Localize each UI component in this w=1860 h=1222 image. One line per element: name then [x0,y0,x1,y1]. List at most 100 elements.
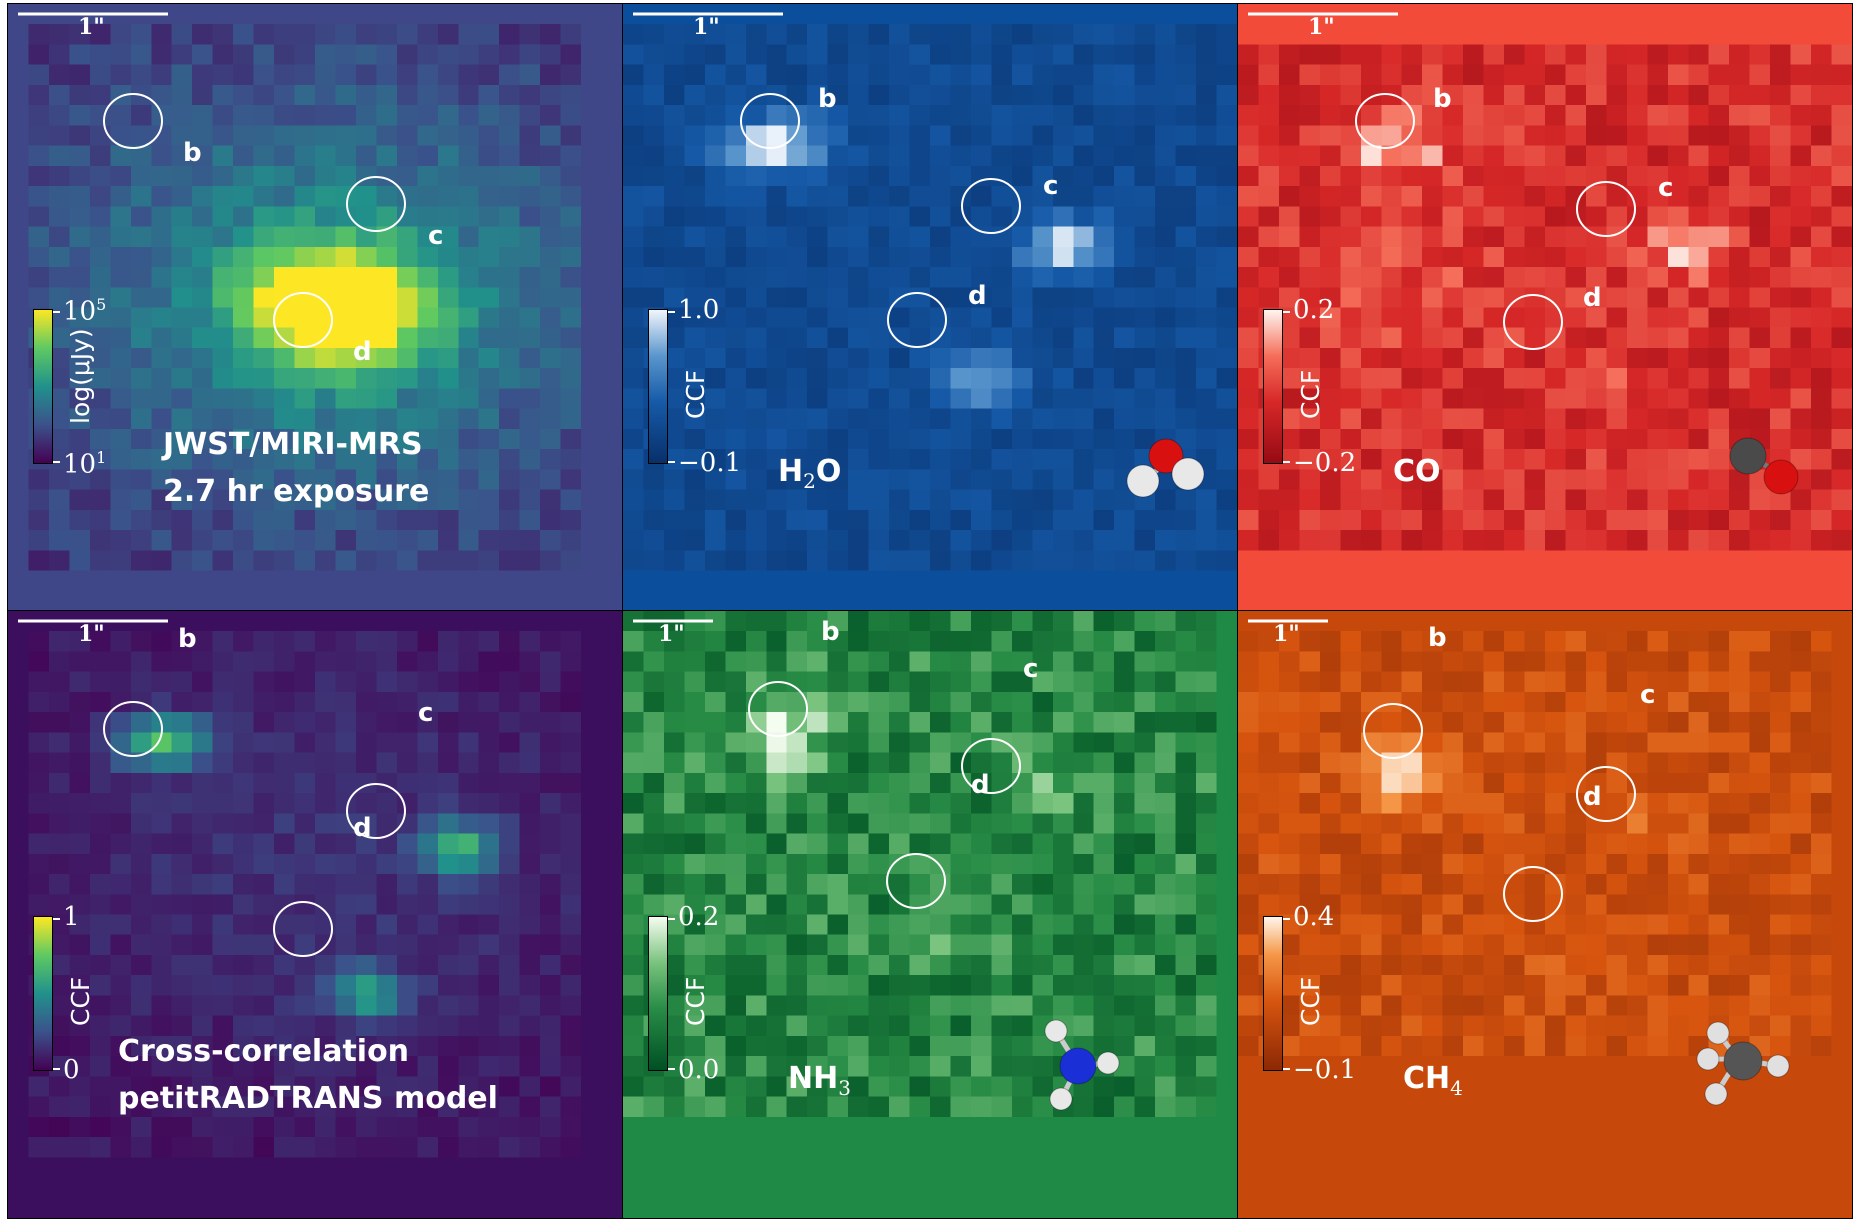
planet-label-d: d [1583,782,1602,812]
planet-label-c: c [1640,680,1655,710]
planet-label-d: d [971,770,990,800]
planet-label-d: d [353,813,372,843]
colorbar-label: CCF [681,369,710,419]
panel-miri-image: b c d 1" JWST/MIRI-MRS 2.7 hr exposure 105… [7,3,623,612]
aperture-circle-c [1576,181,1636,237]
scale-bar-label: 1" [1308,14,1335,40]
panel-title-line-2: 2.7 hr exposure [163,473,430,509]
colorbar-label: CCF [1296,369,1325,419]
aperture-circle-d [1503,294,1563,350]
panel-nh3-ccf: b c d 1" NH3 0.2 0.0 CCF [622,610,1238,1219]
colorbar-max-label: 1.0 [678,295,720,325]
colorbar-tick [53,1068,60,1070]
planet-label-b: b [1433,84,1452,114]
colorbar [648,916,668,1071]
colorbar [648,309,668,464]
scale-bar-label: 1" [78,621,105,647]
ch4-overlay: b c d [1248,619,1790,1106]
colorbar-tick [1283,918,1290,920]
planet-label-b: b [818,84,837,114]
scale-bar-label: 1" [693,14,720,40]
carbon-monoxide-molecule-icon [1729,437,1799,495]
ammonia-molecule-icon [1044,1019,1120,1111]
aperture-circle-b [1355,93,1415,149]
planet-label-c: c [1023,654,1038,684]
nh3-overlay: b c d [633,617,1120,1111]
molecule-formula: CO [1393,454,1441,489]
panel-title: Cross-correlation petitRADTRANS model [118,1029,498,1122]
planet-label-b: b [183,138,202,168]
ch4-ccf-map [1238,611,1852,1218]
panel-h2o-ccf: b c d 1" H2O 1.0 −0.1 CCF [622,3,1238,612]
panel-co-ccf: b c d 1" CO 0.2 −0.2 CCF [1237,3,1853,612]
colorbar-tick [53,918,60,920]
panel-title-line-2: petitRADTRANS model [118,1080,498,1116]
planet-label-b: b [821,617,840,647]
aperture-circle-d [886,853,946,909]
colorbar-tick [668,311,675,313]
colorbar [33,309,53,464]
colorbar [33,916,53,1071]
colorbar-label: CCF [66,976,95,1026]
co-overlay: b c d [1248,12,1799,495]
planet-label-d: d [353,337,372,367]
panel-title: JWST/MIRI-MRS 2.7 hr exposure [163,422,429,515]
colorbar-tick [1283,1068,1290,1070]
colorbar-max-label: 0.2 [678,902,720,932]
co-ccf-map [1238,4,1852,611]
colorbar-label: CCF [681,976,710,1026]
panel-title-line-1: Cross-correlation [118,1034,410,1069]
colorbar [1263,916,1283,1071]
molecule-formula: NH3 [788,1061,851,1100]
aperture-circle-b [103,93,163,149]
colorbar-min-label: −0.1 [678,448,742,478]
colorbar-min-label: 0.0 [678,1055,720,1085]
scale-bar-label: 1" [78,14,105,40]
colorbar-min-label: −0.1 [1293,1055,1357,1085]
colorbar-min-label: −0.2 [1293,448,1357,478]
aperture-circle-b [748,681,808,737]
panel-model-ccf: b c d 1" Cross-correlation petitRADTRANS m… [7,610,623,1219]
colorbar-label: CCF [1296,976,1325,1026]
panel-ch4-ccf: b c d 1" CH4 0.4 −0.1 CCF [1237,610,1853,1219]
planet-label-c: c [1043,171,1058,201]
aperture-circle-c [1576,766,1636,822]
aperture-circle-b [1363,703,1423,759]
colorbar-tick [53,311,60,313]
colorbar-tick [668,1068,675,1070]
aperture-circle-c [346,783,406,839]
colorbar-tick [668,461,675,463]
aperture-circle-d [1503,866,1563,922]
colorbar-tick [1283,311,1290,313]
colorbar-max-label: 105 [63,295,107,327]
panel-title-line-1: JWST/MIRI-MRS [163,427,423,462]
planet-label-d: d [968,281,987,311]
colorbar-tick [668,918,675,920]
water-molecule-icon [1126,438,1205,498]
methane-molecule-icon [1696,1021,1790,1106]
colorbar-tick [1283,461,1290,463]
aperture-circle-b [740,93,800,149]
scale-bar-label: 1" [658,621,685,647]
colorbar-max-label: 0.2 [1293,295,1335,325]
colorbar-min-label: 0 [63,1055,80,1085]
colorbar-max-label: 1 [63,902,80,932]
colorbar-label: log(μJy) [66,328,95,424]
panel-title: CO [1393,449,1441,496]
panel-title: CH4 [1403,1056,1463,1104]
model-overlay: b c d [18,619,433,957]
scale-bar-label: 1" [1273,621,1300,647]
planet-label-c: c [1658,173,1673,203]
colorbar-max-label: 0.4 [1293,902,1335,932]
planet-label-b: b [178,624,197,654]
h2o-overlay: b c d [633,12,1205,498]
figure-grid: b c d 1" JWST/MIRI-MRS 2.7 hr exposure 105… [7,3,1853,1219]
colorbar [1263,309,1283,464]
panel-title: NH3 [788,1056,851,1104]
aperture-circle-d [273,292,333,348]
planet-label-b: b [1428,623,1447,653]
miri-overlay: b c d [18,12,443,367]
h2o-ccf-map [623,4,1237,611]
molecule-formula: H2O [778,454,842,493]
planet-label-d: d [1583,283,1602,313]
